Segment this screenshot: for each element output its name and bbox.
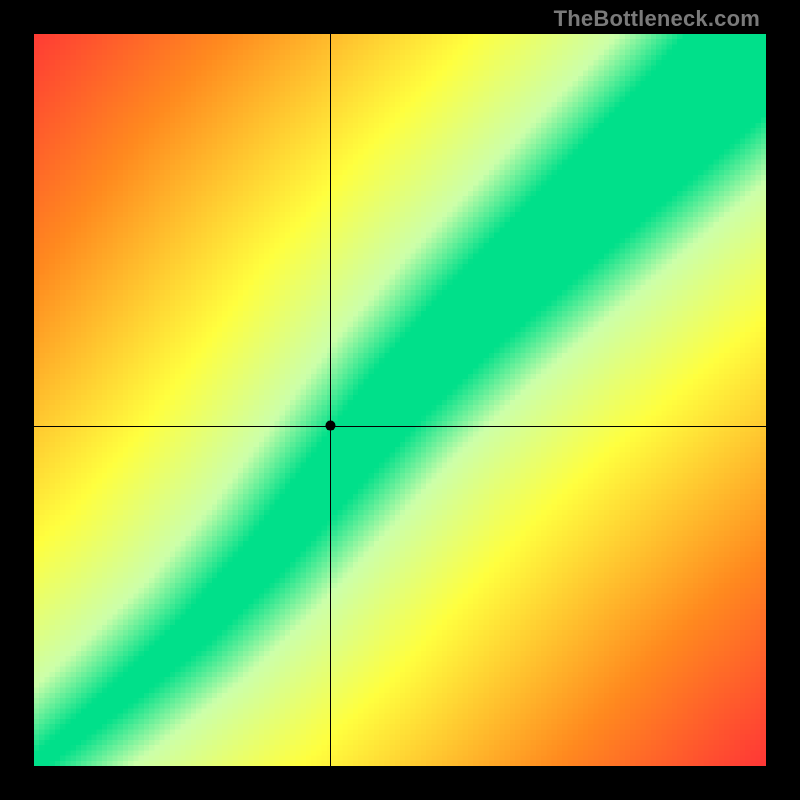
chart-container: TheBottleneck.com [0, 0, 800, 800]
crosshair-overlay [0, 0, 800, 800]
watermark-text: TheBottleneck.com [554, 6, 760, 32]
